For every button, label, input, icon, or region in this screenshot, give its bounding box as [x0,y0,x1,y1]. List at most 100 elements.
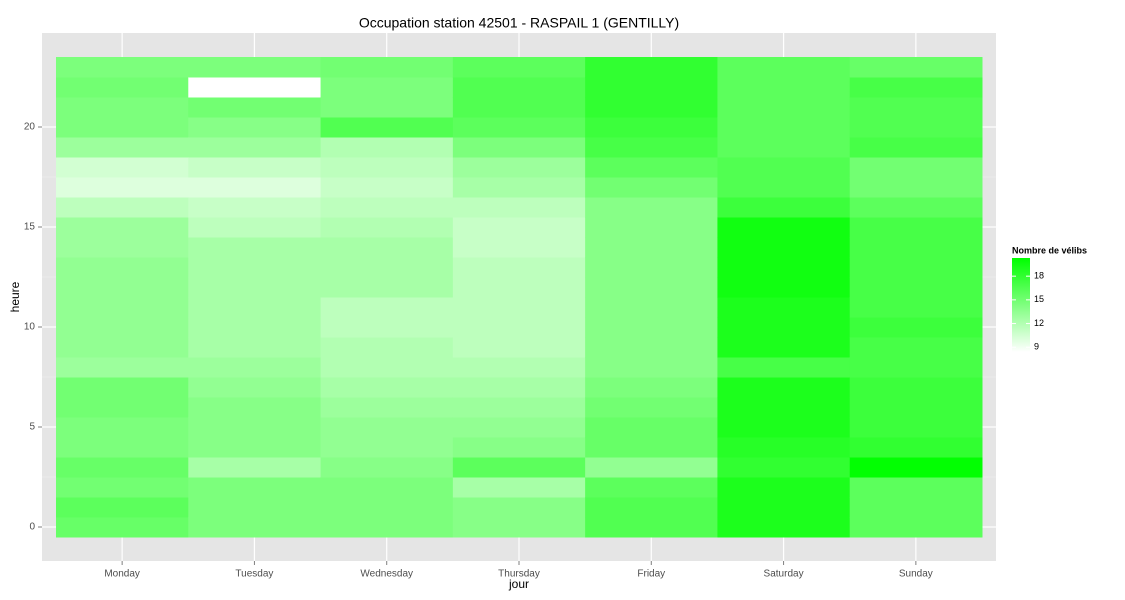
heat-cell [452,337,586,358]
heat-cell [849,57,983,78]
heat-cell [56,137,189,158]
heat-cell [56,517,189,538]
heat-cell [188,457,322,478]
heat-cell [849,177,983,198]
heat-cell [717,417,851,438]
heat-cell [56,197,189,218]
heat-cell [320,337,454,358]
heat-cell [452,97,586,118]
heat-cell [320,157,454,178]
heat-cell [849,477,983,498]
heat-cell [56,457,189,478]
heat-cell [717,57,851,78]
heat-cell [717,177,851,198]
heat-cell [849,197,983,218]
heat-cell [585,457,718,478]
legend-label: 15 [1034,294,1044,304]
heat-cell [585,317,718,338]
heat-cell [585,337,718,358]
heat-cell [452,57,586,78]
heat-cell [56,497,189,518]
heat-cell [849,277,983,298]
heat-cell [188,397,322,418]
heat-cell [585,297,718,318]
x-tick-label: Saturday [764,569,804,580]
heat-cell [585,117,718,138]
heat-cell [849,417,983,438]
heat-cell [585,257,718,278]
x-tick-label: Wednesday [360,569,413,580]
y-tick-label: 15 [24,222,36,233]
heat-cell [320,457,454,478]
heat-cell [585,157,718,178]
heat-cell [56,57,189,78]
heat-cell [585,237,718,258]
heat-cell [717,297,851,318]
heat-cell [56,257,189,278]
heat-cell [717,277,851,298]
heat-cell [452,477,586,498]
heat-cell [849,237,983,258]
legend-title: Nombre de vélibs [1012,245,1087,255]
heat-cell [717,257,851,278]
heat-cell [320,297,454,318]
heat-cell [585,97,718,118]
heat-cell [56,357,189,378]
heat-cell [452,377,586,398]
heat-cell [56,477,189,498]
x-tick-label: Sunday [899,569,933,580]
heat-cell [452,417,586,438]
heat-cell [717,117,851,138]
x-axis-title: jour [508,577,529,591]
heat-cell [717,457,851,478]
heat-cell [585,177,718,198]
x-tick-label: Tuesday [235,569,273,580]
heat-cell [320,437,454,458]
heat-cell [56,397,189,418]
heat-cell [452,117,586,138]
heat-cell [56,177,189,198]
legend-colorbar [1012,258,1030,352]
y-tick-label: 10 [24,322,36,333]
heat-cell [188,417,322,438]
heat-cell [717,397,851,418]
heat-cell [585,57,718,78]
legend-label: 9 [1034,342,1039,352]
heat-cell [320,477,454,498]
heat-cell [452,457,586,478]
heat-cell [849,457,983,478]
heat-cell [188,517,322,538]
heat-cell [188,237,322,258]
heat-cell [320,257,454,278]
heat-cell [188,497,322,518]
heat-cell [452,397,586,418]
heat-cell [188,137,322,158]
heat-cell [717,137,851,158]
heat-cell [56,437,189,458]
heat-cell [849,437,983,458]
heat-cell [320,397,454,418]
heat-cell [188,57,322,78]
legend-label: 12 [1034,318,1044,328]
heat-cell [849,517,983,538]
heat-cell [717,197,851,218]
heat-cell [56,377,189,398]
heat-cell [849,317,983,338]
heat-cell [849,397,983,418]
heat-cell [452,237,586,258]
heat-cell [849,357,983,378]
heat-cell [452,177,586,198]
heat-cell [849,297,983,318]
heat-cell [717,497,851,518]
heat-cell [717,477,851,498]
heat-cell [452,277,586,298]
legend-label: 18 [1034,271,1044,281]
heat-cell [717,97,851,118]
heat-cell [452,497,586,518]
heat-cell [849,77,983,98]
heat-cell [320,497,454,518]
heat-cell [585,217,718,238]
heat-cell [320,357,454,378]
heat-cell [320,277,454,298]
heat-cell [585,77,718,98]
